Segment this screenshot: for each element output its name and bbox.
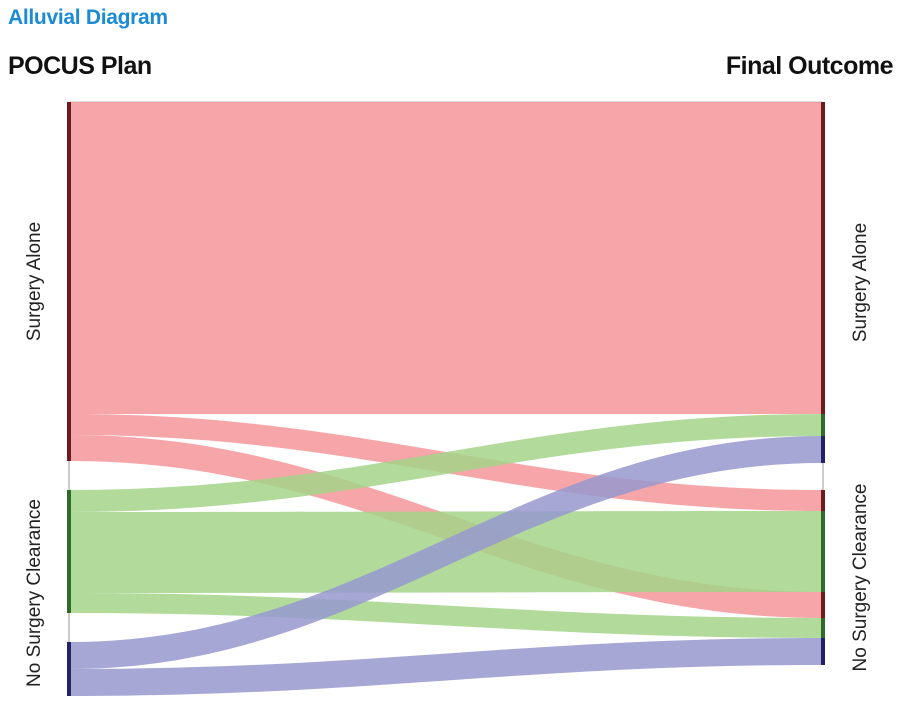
right-node-segment-3 — [821, 414, 825, 436]
flow-L-blue-to-R-nsc-7 — [70, 638, 822, 696]
diagram-title: Alluvial Diagram — [8, 6, 168, 29]
node-labels-group: Surgery Alone No Surgery Clearance Surgery… — [24, 222, 871, 687]
right-node-segment-7 — [821, 638, 825, 665]
right-node-segment-6 — [821, 436, 825, 463]
flows-group — [70, 102, 822, 696]
left-node-bar-L-sa — [67, 102, 71, 461]
right-node-segment-5 — [821, 618, 825, 638]
left-node-label-no-surgery-clearance: No Surgery Clearance — [24, 499, 45, 687]
flow-L-nsc-to-R-nsc-5 — [70, 593, 822, 638]
node-bars-group — [67, 102, 825, 696]
right-node-segment-2 — [821, 592, 825, 618]
right-node-label-surgery-alone: Surgery Alone — [850, 223, 871, 342]
right-node-segment-1 — [821, 490, 825, 511]
flow-L-nsc-to-R-sa-3 — [70, 414, 822, 512]
flow-L-sa-to-R-sa-0 — [70, 102, 822, 414]
left-node-label-surgery-alone: Surgery Alone — [24, 222, 45, 341]
right-node-label-no-surgery-clearance: No Surgery Clearance — [850, 484, 871, 672]
right-node-segment-4 — [821, 511, 825, 592]
right-axis-heading: Final Outcome — [725, 52, 894, 80]
flow-L-blue-to-R-sa-6 — [70, 436, 822, 669]
left-axis-heading: POCUS Plan — [8, 52, 152, 80]
left-node-bar-L-blue — [67, 642, 71, 696]
right-node-segment-0 — [821, 102, 825, 414]
left-node-bar-L-nsc — [67, 490, 71, 613]
